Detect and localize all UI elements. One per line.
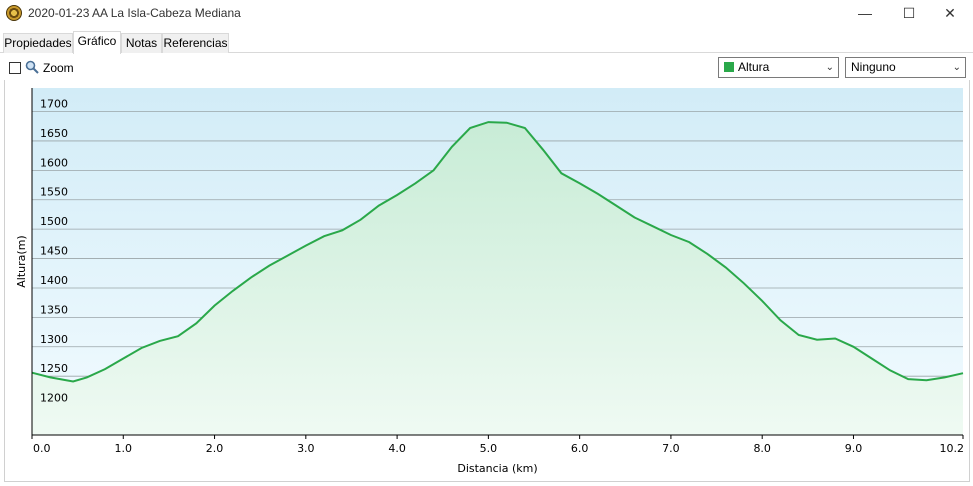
y-tick-label: 1400 bbox=[40, 274, 68, 287]
x-tick-label: 1.0 bbox=[115, 442, 133, 455]
x-tick-label: 7.0 bbox=[662, 442, 680, 455]
axes bbox=[31, 88, 963, 436]
x-tick-label: 2.0 bbox=[206, 442, 224, 455]
x-tick-label: 3.0 bbox=[297, 442, 315, 455]
app-logo-icon bbox=[6, 5, 22, 21]
x-tick-label: 5.0 bbox=[480, 442, 498, 455]
series-select-value: Altura bbox=[738, 60, 770, 74]
y-tick-label: 1600 bbox=[40, 156, 68, 169]
x-tick-label: 0.0 bbox=[33, 442, 51, 455]
minimize-button[interactable]: — bbox=[858, 5, 872, 21]
title-bar: 2020-01-23 AA La Isla-Cabeza Mediana — ☐… bbox=[0, 0, 973, 26]
y-tick-label: 1300 bbox=[40, 333, 68, 346]
zoom-checkbox[interactable] bbox=[9, 62, 21, 74]
tab-notas[interactable]: Notas bbox=[121, 33, 162, 53]
y-tick-label: 1200 bbox=[40, 392, 68, 405]
close-button[interactable]: ✕ bbox=[944, 5, 956, 21]
x-tick-label: 4.0 bbox=[388, 442, 406, 455]
tab-bar: Propiedades Gráfico Notas Referencias bbox=[0, 31, 973, 54]
y-tick-label: 1550 bbox=[40, 186, 68, 199]
window-title: 2020-01-23 AA La Isla-Cabeza Mediana bbox=[28, 6, 241, 20]
magnifier-icon bbox=[25, 60, 39, 74]
y-axis-title: Altura(m) bbox=[15, 235, 28, 287]
zoom-label: Zoom bbox=[43, 61, 74, 75]
x-tick-label: 6.0 bbox=[571, 442, 589, 455]
elevation-line bbox=[31, 121, 964, 383]
x-tick-label: 9.0 bbox=[845, 442, 863, 455]
chart-frame bbox=[4, 80, 970, 482]
maximize-button[interactable]: ☐ bbox=[902, 5, 916, 21]
tab-referencias[interactable]: Referencias bbox=[162, 33, 229, 53]
tab-grafico[interactable]: Gráfico bbox=[73, 31, 121, 54]
y-tick-label: 1700 bbox=[40, 98, 68, 111]
y-tick-label: 1350 bbox=[40, 303, 68, 316]
series-select[interactable]: Altura ⌄ bbox=[718, 57, 839, 78]
y-tick-label: 1500 bbox=[40, 215, 68, 228]
tab-propiedades[interactable]: Propiedades bbox=[3, 33, 73, 53]
x-axis-ticks: 0.0 1.0 2.0 3.0 4.0 5.0 6.0 7.0 8.0 9.0 10.2 bbox=[31, 435, 965, 455]
y-tick-label: 1250 bbox=[40, 362, 68, 375]
elevation-area bbox=[32, 122, 963, 435]
secondary-select-value: Ninguno bbox=[851, 60, 896, 74]
chevron-down-icon: ⌄ bbox=[825, 62, 834, 73]
series-color-swatch bbox=[724, 62, 734, 72]
x-tick-label: 8.0 bbox=[753, 442, 771, 455]
secondary-select[interactable]: Ninguno ⌄ bbox=[845, 57, 966, 78]
y-axis-ticks: 1200 1250 1300 1350 1400 1450 1500 1550 1600 1650… bbox=[40, 98, 68, 405]
x-tick-label: 10.2 bbox=[940, 442, 965, 455]
x-axis-title: Distancia (km) bbox=[457, 462, 537, 475]
y-tick-label: 1450 bbox=[40, 245, 68, 258]
chevron-down-icon: ⌄ bbox=[952, 62, 961, 73]
y-tick-label: 1650 bbox=[40, 127, 68, 140]
